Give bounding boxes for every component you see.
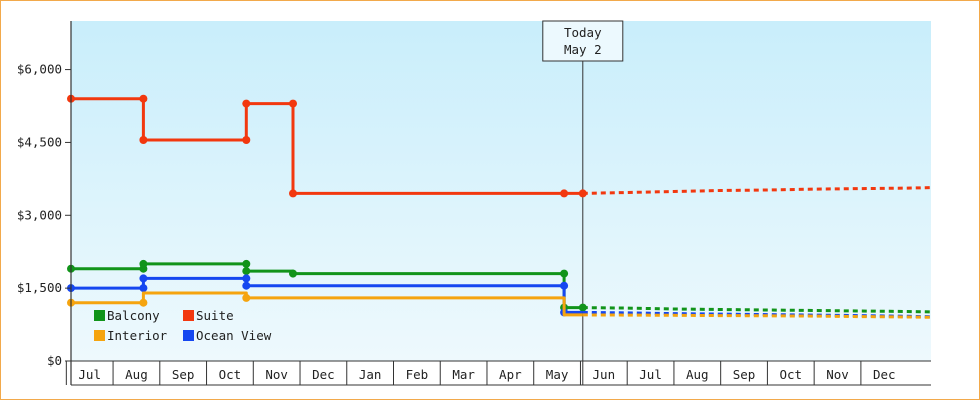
today-label-box [542,20,624,62]
data-point-suite [578,189,587,198]
y-tick-label: $4,500 [17,134,62,149]
x-tick-label: Oct [779,367,802,382]
x-tick-label: Sep [172,367,195,382]
x-tick-label: May [546,367,569,382]
series-forecast-interior [582,313,932,319]
legend-label-suite: Suite [196,308,234,323]
data-point-ocean-view [139,284,148,293]
today-label: Today [564,25,602,40]
series-forecast-suite [582,186,932,195]
data-point-balcony [289,269,297,278]
x-tick-label: Jun [593,367,616,382]
plot-background [71,21,931,361]
y-tick-label: $1,500 [17,280,62,295]
data-point-balcony [578,303,587,312]
data-point-balcony [560,269,569,278]
legend-swatch-suite [183,310,194,321]
x-tick-label: Mar [452,367,475,382]
y-tick-label: $6,000 [17,62,62,77]
data-point-balcony [139,259,148,268]
data-point-ocean-view [242,274,251,283]
data-point-ocean-view [242,281,251,290]
data-point-interior [139,298,148,307]
series-forecast-balcony [582,306,932,314]
x-tick-label: Dec [312,367,335,382]
x-tick-label: Apr [499,367,522,382]
x-tick-label: Aug [686,367,709,382]
x-tick-label: Aug [125,367,148,382]
y-tick-label: $0 [47,353,62,368]
data-point-suite [289,189,297,198]
data-point-suite [139,136,148,144]
legend-swatch-balcony [94,310,105,321]
legend-label-balcony: Balcony [107,308,160,323]
x-tick-label: Sep [733,367,756,382]
data-point-ocean-view [139,274,148,283]
x-tick-label: Feb [406,367,429,382]
data-point-balcony [242,267,251,276]
legend-swatch-interior [94,330,105,341]
today-date: May 2 [564,42,602,57]
data-point-interior [242,293,251,302]
data-point-suite [242,136,251,144]
x-tick-label: Jul [639,367,662,382]
legend-label-interior: Interior [107,328,168,343]
x-tick-label: Oct [219,367,242,382]
legend-swatch-ocean-view [183,330,194,341]
legend-label-ocean-view: Ocean View [196,328,272,343]
x-tick-label: Jul [78,367,101,382]
data-point-suite [560,189,569,198]
data-point-balcony [242,259,251,268]
data-point-suite [139,94,148,103]
data-point-ocean-view [560,281,569,290]
x-tick-label: Jan [359,367,382,382]
x-tick-label: Dec [873,367,896,382]
data-point-suite [242,99,251,108]
x-tick-label: Nov [265,367,288,382]
x-tick-label: Nov [826,367,849,382]
data-point-suite [289,99,297,108]
y-tick-label: $3,000 [17,207,62,222]
